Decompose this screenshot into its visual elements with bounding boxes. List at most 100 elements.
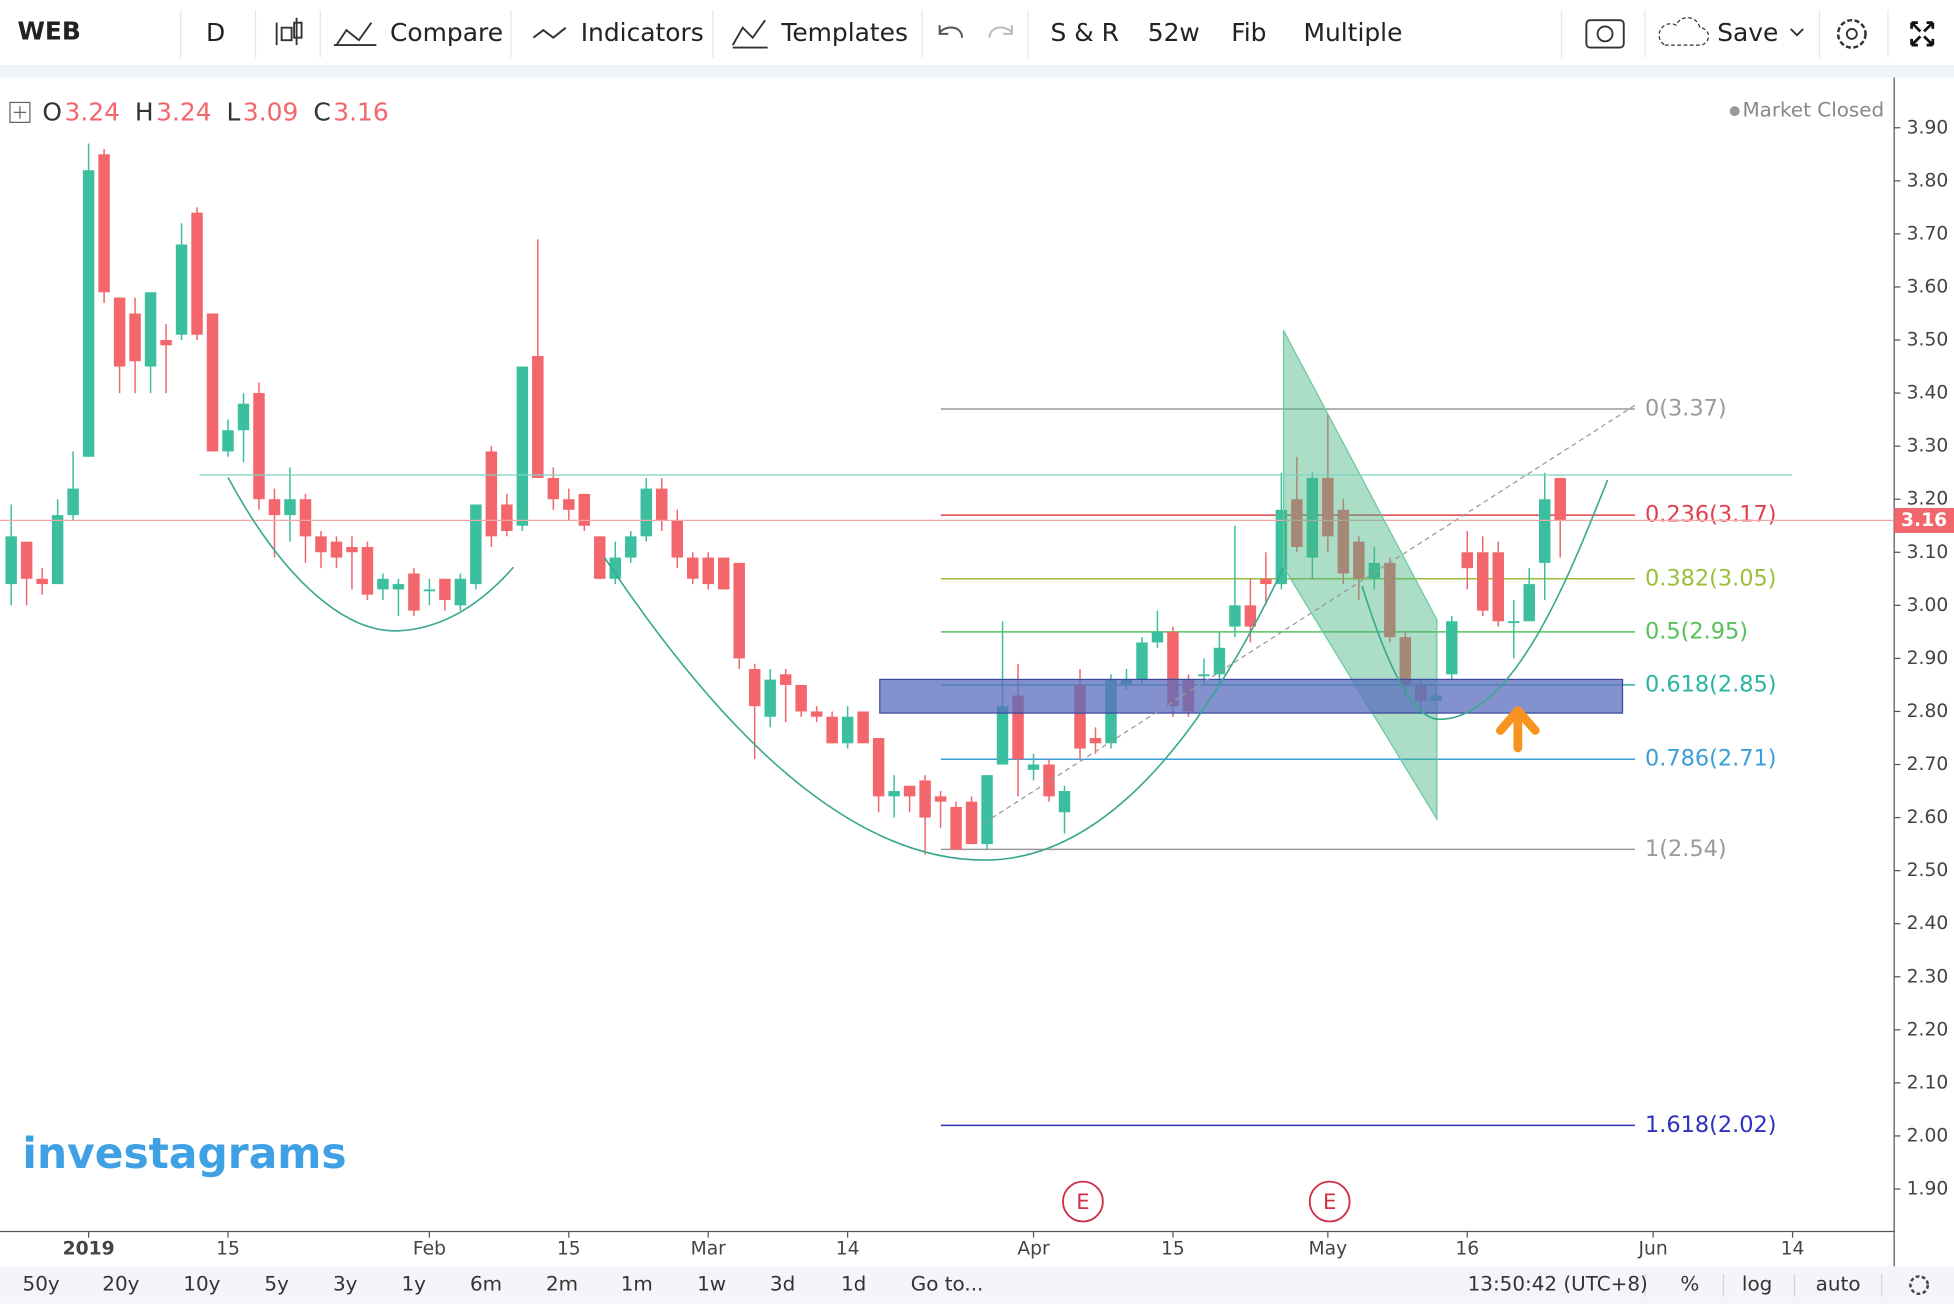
- toolbar: [0, 0, 1954, 66]
- settings-icon[interactable]: [1836, 18, 1867, 49]
- candle-body: [1353, 541, 1365, 579]
- toolbar-button[interactable]: Compare: [390, 18, 503, 47]
- range-button[interactable]: 1y: [401, 1273, 426, 1296]
- candle-body: [903, 785, 916, 797]
- event-marker[interactable]: [1062, 1180, 1104, 1223]
- candle-body: [640, 488, 652, 537]
- candle-body: [516, 366, 529, 526]
- x-tick-label: 15: [1161, 1238, 1185, 1259]
- range-button[interactable]: 6m: [470, 1273, 502, 1296]
- symbol[interactable]: WEB: [17, 17, 80, 46]
- candle-body: [609, 557, 622, 579]
- candle-body: [1492, 552, 1504, 622]
- undo-icon[interactable]: [938, 25, 964, 38]
- footer-settings[interactable]: [1909, 1275, 1930, 1296]
- plot: 0(3.37) 0.236(3.17) 0.382(3.05) 0.5(2.95) 0.…: [0, 143, 1895, 1138]
- fib-label: 0.618(2.85): [1645, 671, 1777, 697]
- candle-body: [20, 541, 33, 579]
- candle-body: [532, 355, 544, 478]
- cloud-icon: [1658, 17, 1710, 46]
- fib-label: 0.786(2.71): [1645, 746, 1777, 772]
- candle-body: [563, 499, 575, 510]
- redo-icon[interactable]: [988, 25, 1013, 38]
- x-tick-label: 16: [1455, 1238, 1479, 1259]
- support-zone: [879, 678, 1624, 714]
- candle-body: [237, 403, 250, 431]
- candle-body: [485, 451, 498, 537]
- scale-option[interactable]: log: [1742, 1273, 1772, 1296]
- range-button[interactable]: 5y: [264, 1273, 289, 1296]
- candle-body: [1291, 499, 1303, 547]
- candle-body: [1461, 552, 1473, 569]
- cup-curve: [603, 556, 1285, 861]
- candle-body: [1337, 509, 1350, 574]
- y-tick-label: 2.30: [1907, 966, 1949, 987]
- compare-icon: [333, 22, 377, 47]
- range-button[interactable]: 1w: [697, 1273, 726, 1296]
- save-menu-caret[interactable]: [1790, 28, 1804, 37]
- candle-body: [129, 313, 141, 362]
- candle-body: [144, 292, 157, 367]
- candle-body: [67, 488, 79, 516]
- range-button[interactable]: 10y: [183, 1273, 220, 1296]
- event-marker[interactable]: [1308, 1180, 1351, 1223]
- range-button[interactable]: 1m: [621, 1273, 653, 1296]
- y-tick-label: 3.20: [1907, 489, 1949, 510]
- candle-body: [1477, 552, 1489, 611]
- event-label: E: [1076, 1189, 1089, 1214]
- candle-body: [1089, 737, 1102, 744]
- toolbar-button[interactable]: Templates: [780, 18, 908, 47]
- ohlc-key: C: [313, 98, 330, 127]
- fib-label: 0.236(3.17): [1645, 502, 1777, 528]
- indicators-icon: [532, 26, 567, 39]
- candle-body: [377, 578, 389, 590]
- last-price-label: 3.16: [1901, 510, 1947, 531]
- event-label: E: [1323, 1189, 1336, 1214]
- save-button[interactable]: Save: [1717, 18, 1778, 47]
- candle-body: [268, 499, 281, 516]
- y-tick-label: 1.90: [1907, 1179, 1949, 1200]
- range-button[interactable]: 20y: [102, 1273, 139, 1296]
- candle-body: [1554, 477, 1566, 521]
- collapse-icon[interactable]: [9, 101, 31, 123]
- toolbar-button[interactable]: Indicators: [581, 18, 704, 47]
- toolbar-button[interactable]: S & R: [1051, 18, 1119, 47]
- goto-button[interactable]: Go to...: [911, 1273, 984, 1296]
- clock: 13:50:42 (UTC+8): [1468, 1273, 1648, 1296]
- candle-body: [1074, 684, 1086, 749]
- candle-body: [51, 515, 64, 585]
- candle-body: [1538, 499, 1551, 563]
- toolbar-button[interactable]: Multiple: [1303, 18, 1402, 47]
- snapshot-icon[interactable]: [1585, 19, 1625, 49]
- settings-icon-center: [1845, 27, 1858, 40]
- range-button[interactable]: 2m: [546, 1273, 578, 1296]
- toolbar-button[interactable]: Fib: [1231, 18, 1266, 47]
- templates-icon: [731, 19, 768, 49]
- candle-body: [408, 573, 420, 611]
- candle-body: [206, 313, 219, 452]
- range-button[interactable]: 3d: [770, 1273, 795, 1296]
- range-button[interactable]: 1d: [841, 1273, 866, 1296]
- fullscreen-icon[interactable]: [1910, 21, 1935, 47]
- candle-body: [656, 488, 668, 521]
- toolbar-button[interactable]: 52w: [1148, 18, 1200, 47]
- fib-label: 0.5(2.95): [1645, 618, 1748, 644]
- interval[interactable]: D: [206, 18, 225, 47]
- scale-option[interactable]: %: [1680, 1273, 1699, 1296]
- candle-body: [671, 520, 683, 558]
- ohlc-value: 3.24: [64, 98, 119, 127]
- y-tick-label: 2.50: [1907, 860, 1949, 881]
- status-dot: [1729, 106, 1740, 117]
- candle-body: [717, 557, 730, 590]
- candle-body: [1244, 605, 1257, 627]
- chart-type-icon[interactable]: [275, 17, 303, 46]
- range-button[interactable]: 50y: [23, 1273, 60, 1296]
- candle-body: [857, 711, 869, 744]
- scale-option[interactable]: auto: [1816, 1273, 1861, 1296]
- candle-body: [501, 504, 513, 532]
- x-tick-label: 14: [836, 1238, 860, 1259]
- candle-body: [5, 536, 17, 585]
- last-price-tag: [1894, 507, 1954, 533]
- range-button[interactable]: 3y: [333, 1273, 358, 1296]
